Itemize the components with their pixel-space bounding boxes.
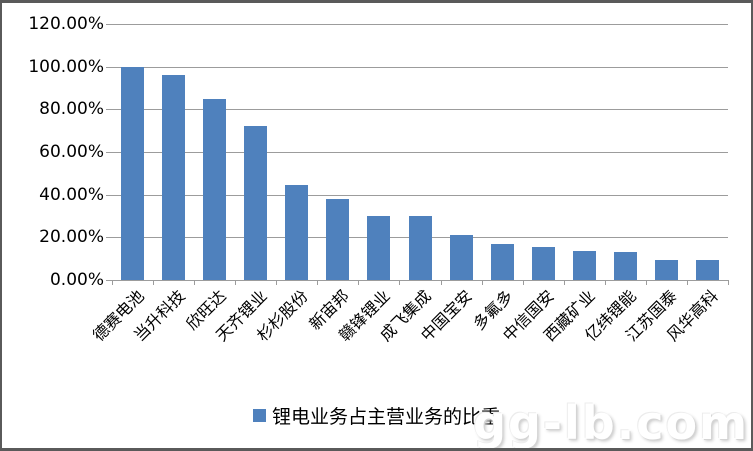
bar	[491, 243, 514, 280]
x-axis-tick	[482, 280, 483, 285]
x-axis-tick	[646, 280, 647, 285]
gridline	[112, 24, 728, 25]
gridline	[112, 109, 728, 110]
x-axis-tick	[317, 280, 318, 285]
y-axis-tick-label: 40.00%	[39, 185, 104, 205]
bar	[244, 126, 267, 280]
bar	[532, 246, 555, 280]
bar	[285, 185, 308, 280]
y-axis-tick	[106, 67, 113, 68]
y-axis-tick-label: 0.00%	[49, 270, 104, 290]
bar	[203, 98, 226, 280]
x-axis-tick	[194, 280, 195, 285]
x-axis-tick	[605, 280, 606, 285]
x-axis-tick	[399, 280, 400, 285]
x-axis-tick	[441, 280, 442, 285]
x-axis-line	[112, 280, 728, 281]
bar	[696, 259, 719, 280]
y-axis-tick	[106, 152, 113, 153]
bar	[367, 216, 390, 280]
y-axis-tick	[106, 24, 113, 25]
bar	[450, 235, 473, 280]
legend-label: 锂电业务占主营业务的比重	[271, 405, 500, 428]
y-axis-tick-label: 20.00%	[39, 227, 104, 247]
legend-marker-icon	[252, 408, 266, 422]
x-axis-tick	[523, 280, 524, 285]
bar	[655, 259, 678, 280]
bar	[326, 198, 349, 280]
y-axis-tick-label: 80.00%	[39, 99, 104, 119]
y-axis-tick	[106, 280, 113, 281]
x-axis-tick	[564, 280, 565, 285]
y-axis-tick-label: 120.00%	[28, 14, 104, 34]
bar	[162, 75, 185, 280]
legend: 锂电业务占主营业务的比重	[2, 402, 751, 428]
y-axis-tick	[106, 109, 113, 110]
gridline	[112, 67, 728, 68]
bar	[409, 216, 432, 280]
x-axis-tick	[276, 280, 277, 285]
bar	[121, 67, 144, 280]
x-axis-tick	[153, 280, 154, 285]
x-axis-tick	[358, 280, 359, 285]
x-axis-tick	[235, 280, 236, 285]
bar	[614, 252, 637, 280]
x-axis-tick	[687, 280, 688, 285]
x-axis-tick	[728, 280, 729, 285]
y-axis-tick-label: 100.00%	[28, 57, 104, 77]
bar	[573, 251, 596, 280]
gridline	[112, 152, 728, 153]
y-axis-tick-label: 60.00%	[39, 142, 104, 162]
x-axis-tick	[112, 280, 113, 285]
y-axis-tick	[106, 195, 113, 196]
y-axis-tick	[106, 237, 113, 238]
gridline	[112, 195, 728, 196]
